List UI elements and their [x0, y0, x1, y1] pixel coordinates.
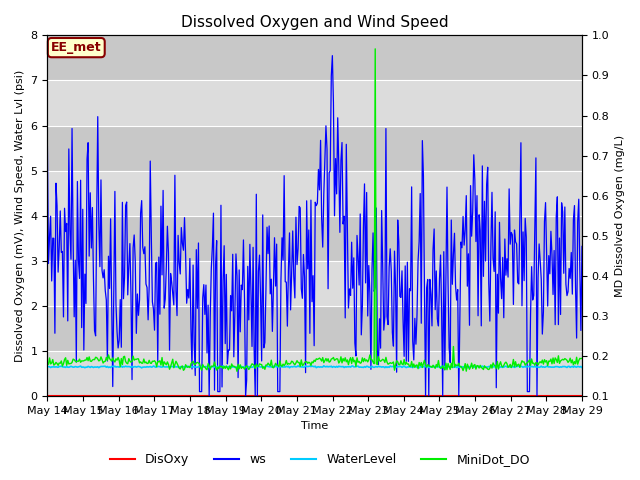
- WaterLevel: [334, 364, 342, 370]
- Line: WaterLevel: WaterLevel: [47, 366, 582, 368]
- ws: [205, 393, 213, 399]
- DisOxy: [301, 393, 308, 399]
- DisOxy: [578, 393, 586, 399]
- MiniDot_DO: [568, 360, 575, 366]
- Y-axis label: Dissolved Oxygen (mV), Wind Speed, Water Lvl (psi): Dissolved Oxygen (mV), Wind Speed, Water…: [15, 70, 25, 362]
- Bar: [47, 351, 582, 396]
- WaterLevel: [44, 363, 51, 369]
- ws: [44, 144, 51, 150]
- Bar: [47, 170, 582, 216]
- MiniDot_DO: [578, 355, 586, 361]
- MiniDot_DO: [44, 360, 51, 366]
- WaterLevel: [415, 365, 423, 371]
- WaterLevel: [301, 363, 309, 369]
- MiniDot_DO: [298, 362, 306, 368]
- Line: ws: ws: [47, 56, 582, 396]
- Bar: [47, 216, 582, 261]
- WaterLevel: [578, 365, 586, 371]
- ws: [484, 164, 492, 170]
- ws: [578, 243, 586, 249]
- WaterLevel: [363, 363, 371, 369]
- ws: [568, 250, 575, 255]
- X-axis label: Time: Time: [301, 421, 328, 432]
- Line: MiniDot_DO: MiniDot_DO: [47, 49, 582, 372]
- Bar: [47, 81, 582, 126]
- MiniDot_DO: [301, 359, 309, 365]
- WaterLevel: [568, 364, 575, 370]
- ws: [335, 163, 342, 169]
- DisOxy: [44, 393, 51, 399]
- ws: [364, 313, 372, 319]
- WaterLevel: [484, 364, 492, 370]
- Bar: [47, 36, 582, 81]
- DisOxy: [482, 393, 490, 399]
- MiniDot_DO: [371, 46, 379, 52]
- ws: [301, 370, 309, 375]
- ws: [328, 53, 336, 59]
- DisOxy: [298, 393, 305, 399]
- DisOxy: [565, 393, 573, 399]
- DisOxy: [333, 393, 340, 399]
- WaterLevel: [298, 364, 306, 370]
- Bar: [47, 306, 582, 351]
- ws: [298, 295, 306, 301]
- DisOxy: [362, 393, 369, 399]
- Title: Dissolved Oxygen and Wind Speed: Dissolved Oxygen and Wind Speed: [181, 15, 449, 30]
- Y-axis label: MD Dissolved Oxygen (mg/L): MD Dissolved Oxygen (mg/L): [615, 135, 625, 297]
- Bar: [47, 126, 582, 170]
- Text: EE_met: EE_met: [51, 41, 102, 54]
- Bar: [47, 261, 582, 306]
- MiniDot_DO: [233, 369, 241, 374]
- MiniDot_DO: [484, 366, 492, 372]
- Legend: DisOxy, ws, WaterLevel, MiniDot_DO: DisOxy, ws, WaterLevel, MiniDot_DO: [105, 448, 535, 471]
- MiniDot_DO: [334, 356, 342, 362]
- WaterLevel: [294, 363, 302, 369]
- MiniDot_DO: [363, 357, 371, 363]
